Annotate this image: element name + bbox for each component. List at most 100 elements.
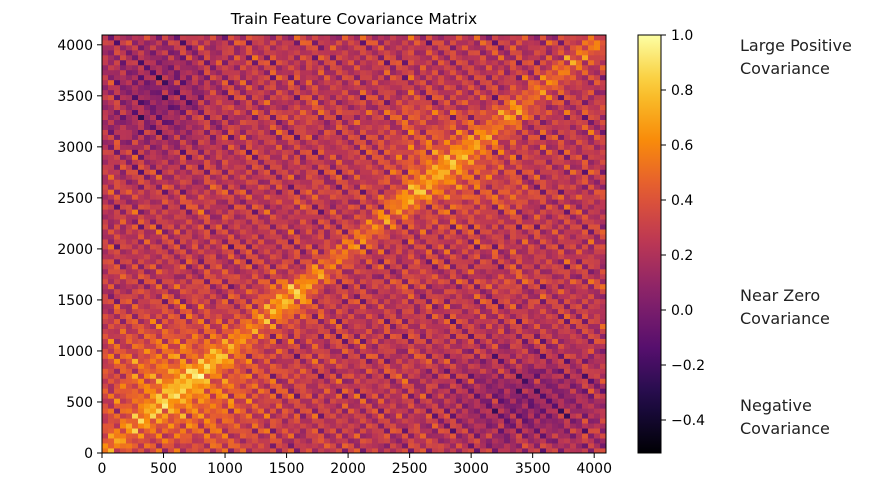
heatmap-cell [372,353,379,359]
heatmap-cell [180,308,187,315]
heatmap-cell [168,298,175,305]
heatmap-cell [168,174,175,180]
heatmap-cell [204,179,211,185]
heatmap-cell [390,144,397,150]
heatmap-cell [144,293,151,300]
heatmap-cell [264,383,271,389]
heatmap-cell [348,74,355,81]
heatmap-cell [258,348,265,354]
heatmap-cell [414,288,421,295]
heatmap-cell [168,253,175,260]
heatmap-cell [294,273,301,280]
heatmap-cell [408,139,415,145]
heatmap-cell [210,343,217,349]
heatmap-cell [282,423,289,429]
heatmap-cell [420,164,427,170]
heatmap-cell [120,348,127,354]
heatmap-cell [360,343,367,349]
heatmap-cell [234,139,241,145]
heatmap-cell [132,84,139,91]
heatmap-cell [240,134,247,140]
heatmap-cell [300,388,307,394]
heatmap-cell [138,209,145,215]
heatmap-cell [168,383,175,389]
heatmap-cell [450,114,457,120]
heatmap-cell [108,129,115,135]
heatmap-cell [366,368,373,374]
heatmap-cell [432,388,439,394]
heatmap-cell [102,378,109,384]
heatmap-cell [258,109,265,116]
heatmap-cell [318,258,325,265]
heatmap-cell [234,144,241,150]
heatmap-cell [306,189,313,195]
heatmap-cell [138,403,145,409]
heatmap-cell [372,273,379,280]
heatmap-cell [162,39,169,46]
heatmap-cell [396,234,403,240]
heatmap-cell [324,278,331,285]
heatmap-cell [396,398,403,404]
heatmap-cell [432,194,439,200]
heatmap-cell [144,39,151,46]
heatmap-cell [270,99,277,106]
heatmap-cell [300,189,307,195]
heatmap-cell [330,303,337,310]
heatmap-cell [432,39,439,46]
heatmap-cell [300,109,307,116]
heatmap-cell [270,234,277,240]
heatmap-cell [132,204,139,210]
heatmap-cell [300,69,307,76]
heatmap-cell [276,109,283,116]
heatmap-cell [150,244,157,250]
heatmap-cell [420,363,427,369]
heatmap-cell [384,348,391,354]
heatmap-cell [444,438,451,444]
heatmap-cell [138,194,145,200]
heatmap-cell [102,288,109,295]
heatmap-cell [252,408,259,414]
heatmap-cell [432,353,439,359]
heatmap-cell [450,283,457,290]
heatmap-cell [378,443,385,449]
heatmap-cell [252,149,259,155]
heatmap-cell [252,229,259,235]
heatmap-cell [336,219,343,225]
heatmap-cell [108,39,115,46]
heatmap-cell [132,328,139,334]
heatmap-cell [102,298,109,305]
heatmap-cell [126,114,133,120]
heatmap-cell [390,443,397,449]
heatmap-cell [396,99,403,106]
heatmap-cell [330,119,337,125]
heatmap-cell [348,438,355,444]
heatmap-cell [264,443,271,449]
heatmap-cell [414,89,421,96]
heatmap-cell [312,328,319,334]
heatmap-cell [306,283,313,290]
heatmap-cell [372,368,379,374]
heatmap-cell [408,159,415,165]
heatmap-cell [246,109,253,116]
heatmap-cell [336,413,343,419]
heatmap-cell [204,44,211,51]
heatmap-cell [180,258,187,265]
heatmap-cell [120,383,127,389]
heatmap-cell [192,263,199,270]
heatmap-cell [324,179,331,185]
heatmap-cell [372,308,379,315]
heatmap-cell [396,79,403,86]
heatmap-cell [342,49,349,56]
heatmap-cell [264,35,271,41]
heatmap-cell [168,318,175,325]
heatmap-cell [216,358,223,364]
heatmap-cell [210,154,217,160]
heatmap-cell [288,219,295,225]
heatmap-cell [336,368,343,374]
heatmap-cell [438,413,445,419]
heatmap-cell [240,313,247,320]
heatmap-cell [150,298,157,305]
heatmap-cell [216,303,223,310]
heatmap-cell [354,109,361,116]
heatmap-cell [168,348,175,354]
